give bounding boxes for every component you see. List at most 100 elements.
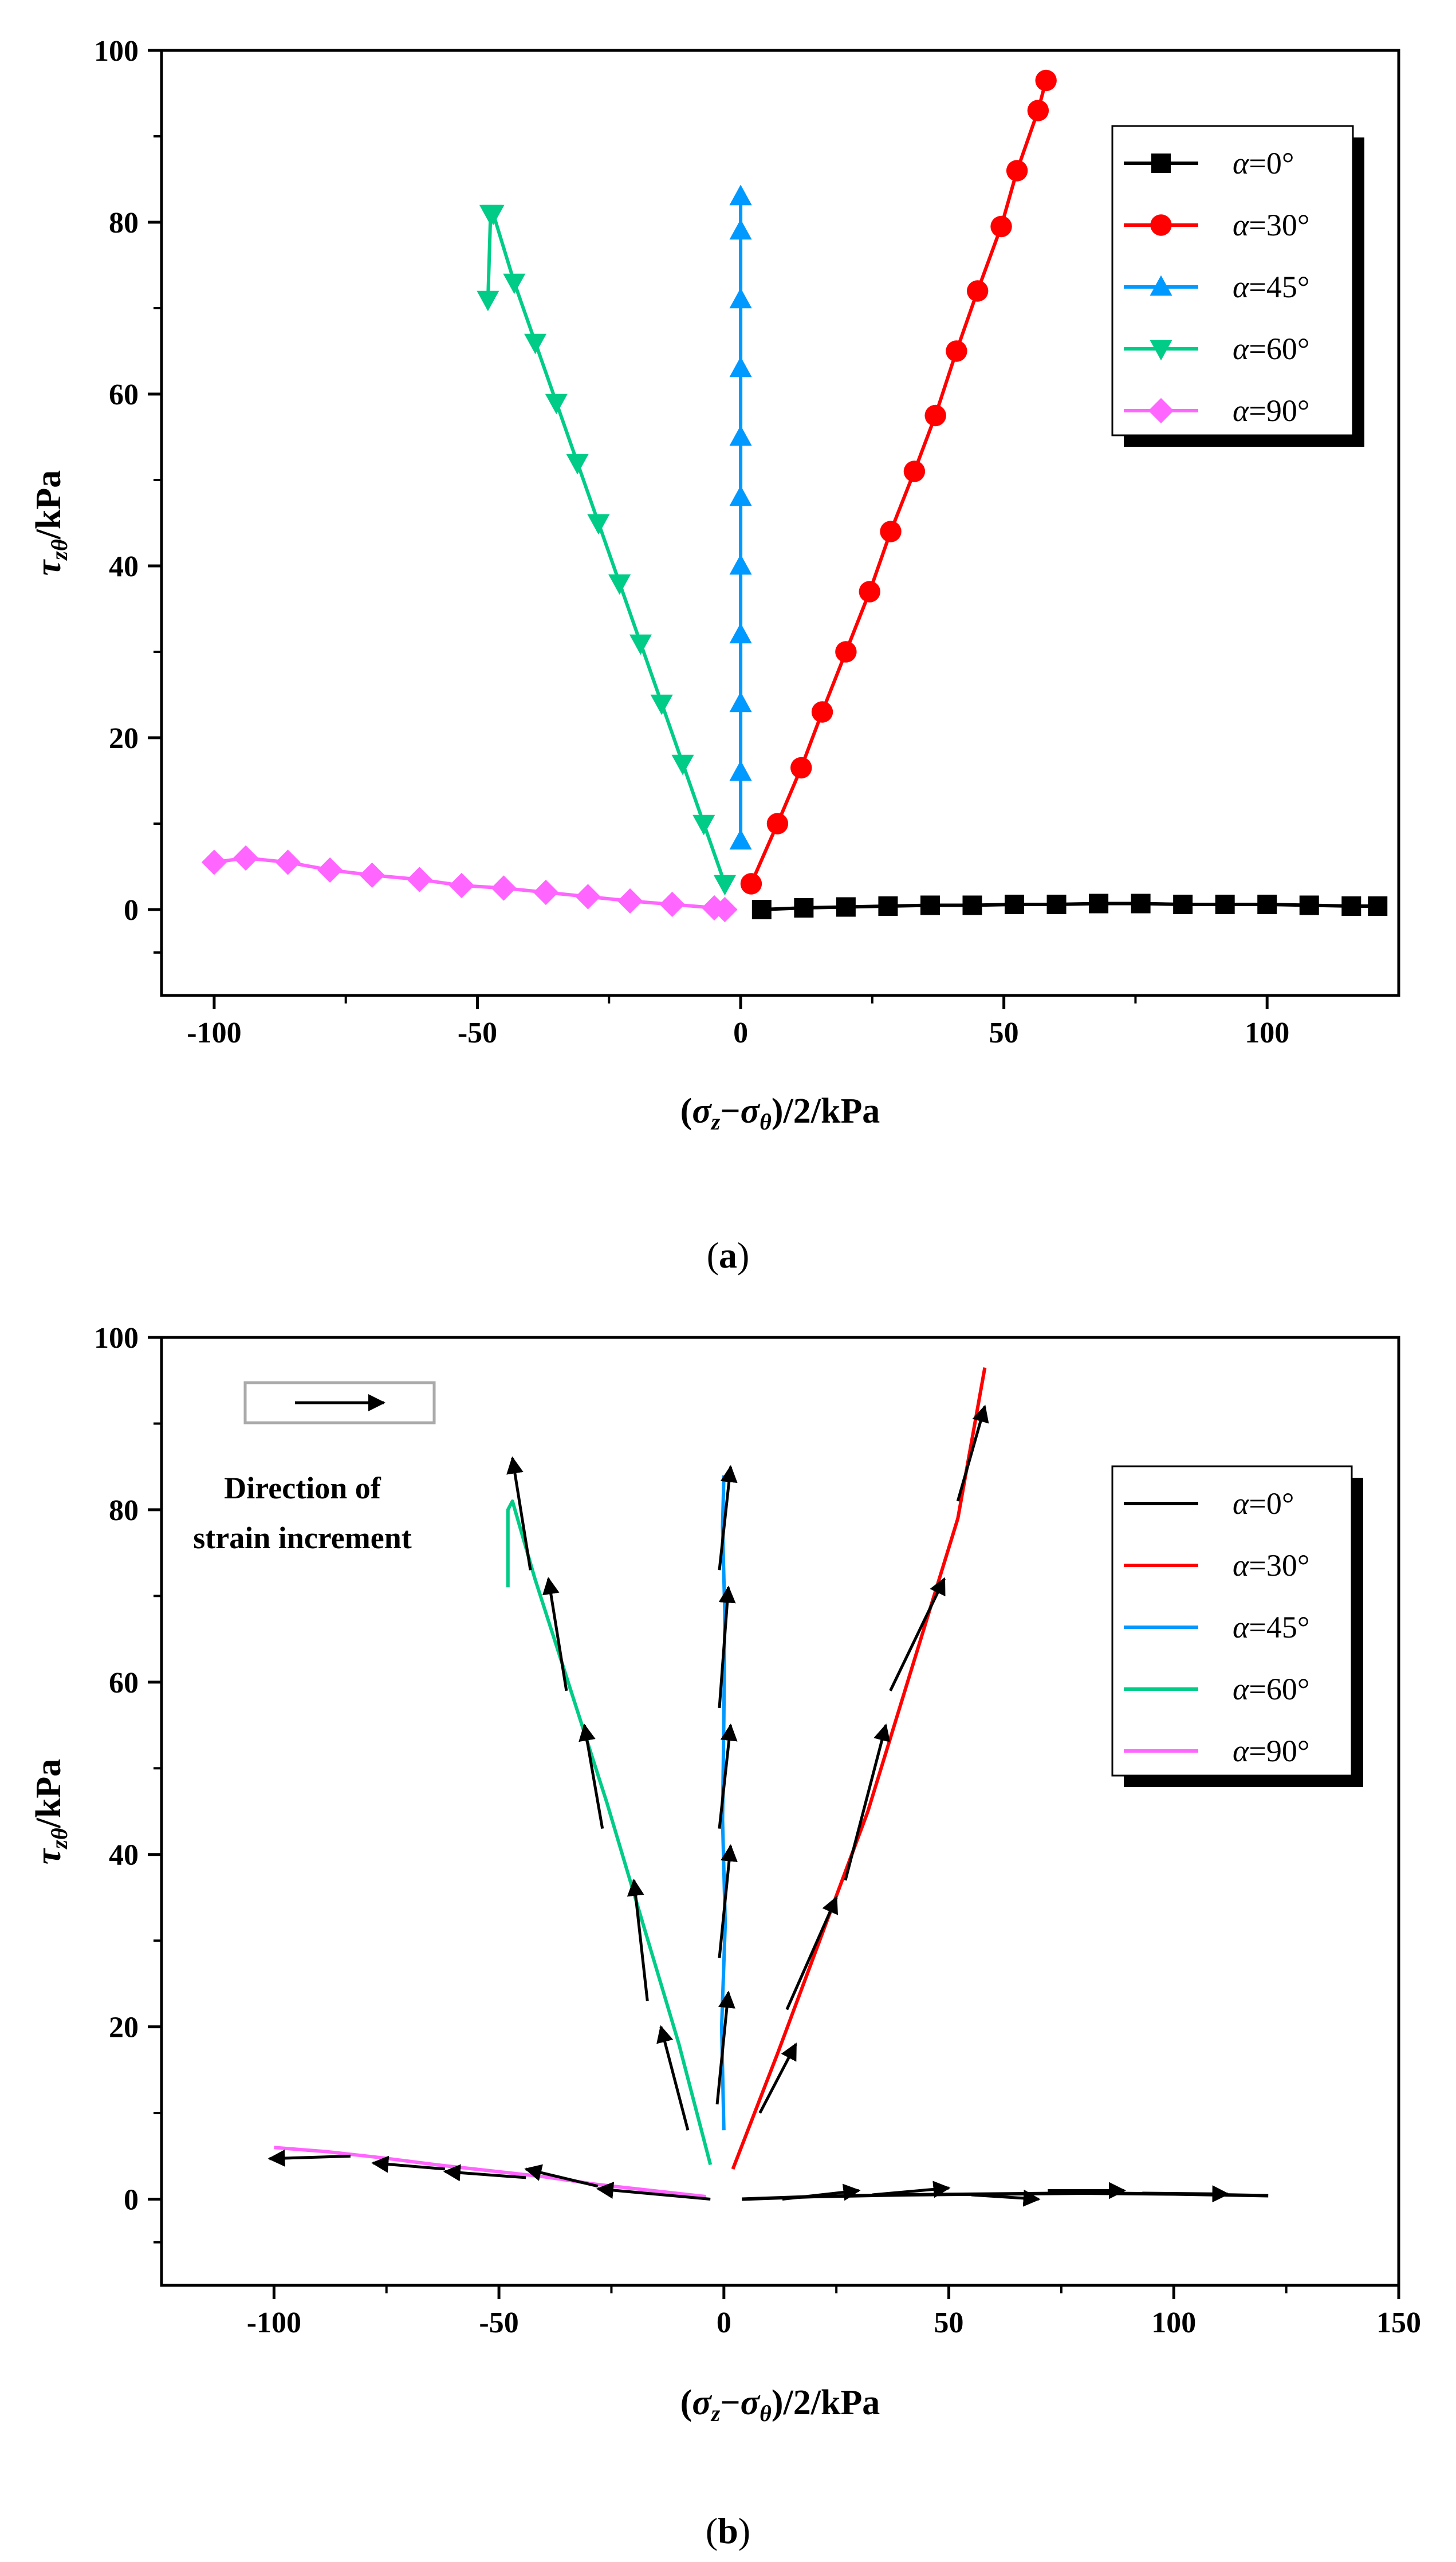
strain-arrow <box>872 2181 951 2198</box>
legend-label: α=30° <box>1233 208 1309 242</box>
data-point <box>407 867 432 892</box>
y-tick-label: 20 <box>109 2012 139 2044</box>
y-tick-label: 80 <box>109 1494 139 1527</box>
y-tick-label: 0 <box>124 2184 139 2217</box>
data-point <box>1131 894 1151 914</box>
data-point <box>740 873 762 895</box>
series-line <box>761 902 1378 911</box>
data-point <box>629 634 652 655</box>
chart-panel-b: -100 -50 0 50 100 150 0 20 40 60 80 100 Direction o… <box>29 1322 1421 2551</box>
data-point <box>729 288 752 309</box>
data-point <box>729 829 752 850</box>
data-point <box>729 356 752 377</box>
data-point <box>317 857 343 883</box>
data-point <box>1341 896 1361 916</box>
legend-item: α=45° <box>1124 1610 1309 1644</box>
data-point <box>659 891 685 918</box>
legend-item: α=0° <box>1124 146 1294 180</box>
panel-label-b: (b) <box>706 2510 750 2551</box>
x-axis-title-a: (σz−σθ)/2/kPa <box>680 1092 880 1135</box>
strain-arrow <box>785 1896 838 2010</box>
x-tick-label: 50 <box>989 1017 1019 1049</box>
data-point <box>962 895 982 915</box>
legend-item: α=60° <box>1124 332 1309 366</box>
series-α=45° <box>729 184 752 850</box>
data-point <box>1173 895 1193 914</box>
data-point <box>1005 895 1025 914</box>
x-tick-label: 50 <box>934 2307 964 2339</box>
strain-arrow <box>889 1577 946 1691</box>
data-point <box>880 521 902 542</box>
strain-arrow <box>506 1456 532 1571</box>
annotation-box <box>243 1381 436 1424</box>
strain-arrow <box>718 1465 738 1571</box>
axes-b: -100 -50 0 50 100 150 0 20 40 60 80 100 <box>94 1322 1421 2339</box>
data-point <box>671 754 694 776</box>
data-point <box>878 896 898 916</box>
legend-item: α=60° <box>1124 1672 1309 1706</box>
data-point <box>1215 895 1235 914</box>
legend-label: α=60° <box>1233 1672 1309 1706</box>
legend-item: α=45° <box>1124 270 1309 304</box>
data-point <box>729 760 752 781</box>
strain-arrow <box>844 1723 891 1881</box>
strain-arrow <box>596 2182 711 2201</box>
data-point <box>448 872 475 899</box>
series-α=30° <box>731 1367 987 2170</box>
strain-arrow <box>718 1585 736 1709</box>
data-point <box>729 623 752 644</box>
data-point <box>692 814 715 836</box>
strain-arrow <box>443 2164 526 2182</box>
data-point <box>1368 896 1388 916</box>
strain-arrow <box>656 2025 690 2131</box>
strain-arrow <box>542 1577 568 1691</box>
legend-item: α=30° <box>1124 1548 1309 1583</box>
y-tick-label: 20 <box>109 722 139 755</box>
data-point <box>966 280 989 302</box>
legend-b-items: α=0° α=30° α=45° α=60° α=90° <box>1124 1486 1309 1768</box>
series-line <box>506 1499 713 2166</box>
legend-marker <box>1150 340 1172 361</box>
data-point <box>1035 69 1057 92</box>
data-point <box>751 900 772 919</box>
data-point <box>836 897 856 917</box>
data-point <box>790 757 812 779</box>
data-point <box>946 340 967 362</box>
data-point <box>1046 895 1067 914</box>
legend-a: α=0° α=30° α=45° α=60° α=90° <box>1111 125 1364 447</box>
axes-a: -100 -50 0 50 100 0 20 40 60 80 100 <box>94 35 1289 1049</box>
data-point <box>920 895 940 915</box>
strain-arrow <box>956 1404 989 1502</box>
strain-arrow <box>371 2155 446 2173</box>
data-point <box>729 485 752 506</box>
x-tick-label: -100 <box>247 2307 301 2339</box>
annotation-line-1: Direction of <box>224 1471 381 1505</box>
legend-label: α=0° <box>1233 146 1294 180</box>
direction-annotation: Direction of strain increment <box>193 1381 436 1555</box>
annotation-line-2: strain increment <box>193 1521 411 1555</box>
legend-b: α=0° α=30° α=45° α=60° α=90° <box>1111 1465 1363 1787</box>
data-point <box>482 204 505 226</box>
strain-arrow <box>579 1723 604 1829</box>
series-line <box>731 1367 987 2170</box>
data-point <box>990 215 1012 238</box>
data-point <box>545 393 568 415</box>
strain-arrow <box>971 2189 1041 2207</box>
data-point <box>1089 894 1109 914</box>
y-tick-label: 80 <box>109 207 139 239</box>
legend-label: α=90° <box>1233 1734 1309 1768</box>
legend-label: α=45° <box>1233 1610 1309 1644</box>
data-point <box>713 875 737 896</box>
data-point <box>924 404 946 427</box>
data-point <box>617 888 643 914</box>
x-tick-label: 100 <box>1245 1017 1289 1049</box>
data-point <box>729 184 752 206</box>
data-point <box>1299 895 1319 915</box>
data-point <box>729 554 752 575</box>
strain-arrow <box>524 2164 599 2188</box>
legend-marker <box>1150 214 1172 236</box>
data-point <box>359 862 385 888</box>
x-axis-title-b: (σz−σθ)/2/kPa <box>680 2383 880 2426</box>
legend-a-box <box>1111 125 1354 436</box>
strain-arrow <box>782 2183 861 2201</box>
